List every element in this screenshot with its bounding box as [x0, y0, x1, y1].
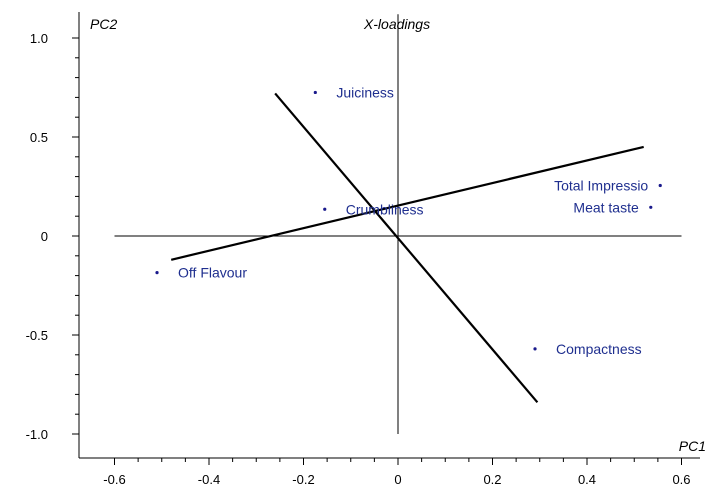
data-points: Juiciness Crumbliness Total Impressio Meat …: [155, 84, 662, 357]
data-point: [323, 207, 327, 211]
x-tick-label: 0: [394, 472, 401, 487]
x-tick-label: 0.2: [483, 472, 501, 487]
chart-title: X-loadings: [363, 16, 430, 32]
data-point: [533, 347, 537, 351]
y-tick-label: 0.5: [30, 130, 48, 145]
point-label: Compactness: [556, 341, 642, 357]
data-point: [649, 205, 653, 209]
y-ticks: -1.0 -0.5 0 0.5 1.0: [26, 31, 79, 442]
overlay-line-0: [170, 145, 644, 261]
data-point: [313, 90, 317, 95]
x-ticks: -0.6 -0.4 -0.2 0 0.2 0.4 0.6: [103, 458, 691, 487]
point-label: Juiciness: [336, 84, 394, 100]
axes: [78, 12, 700, 459]
y-axis-label: PC2: [90, 16, 117, 32]
data-point: [658, 183, 662, 188]
x-tick-label: -0.2: [292, 472, 314, 487]
point-label: Meat taste: [573, 199, 639, 215]
point-label: Off Flavour: [178, 265, 247, 281]
x-axis-label: PC1: [679, 438, 706, 454]
overlay-lines: [170, 92, 644, 404]
x-tick-label: 0.6: [672, 472, 690, 487]
y-tick-label: -0.5: [26, 328, 48, 343]
data-point: [155, 271, 159, 275]
y-tick-label: 0: [41, 229, 48, 244]
y-tick-label: -1.0: [26, 427, 48, 442]
reference-lines: [114, 14, 682, 434]
y-tick-label: 1.0: [30, 31, 48, 46]
x-tick-label: -0.4: [198, 472, 220, 487]
point-label: Total Impressio: [554, 178, 648, 194]
overlay-line-1: [274, 92, 539, 404]
x-tick-label: -0.6: [103, 472, 125, 487]
x-tick-label: 0.4: [578, 472, 596, 487]
point-label: Crumbliness: [346, 201, 424, 217]
